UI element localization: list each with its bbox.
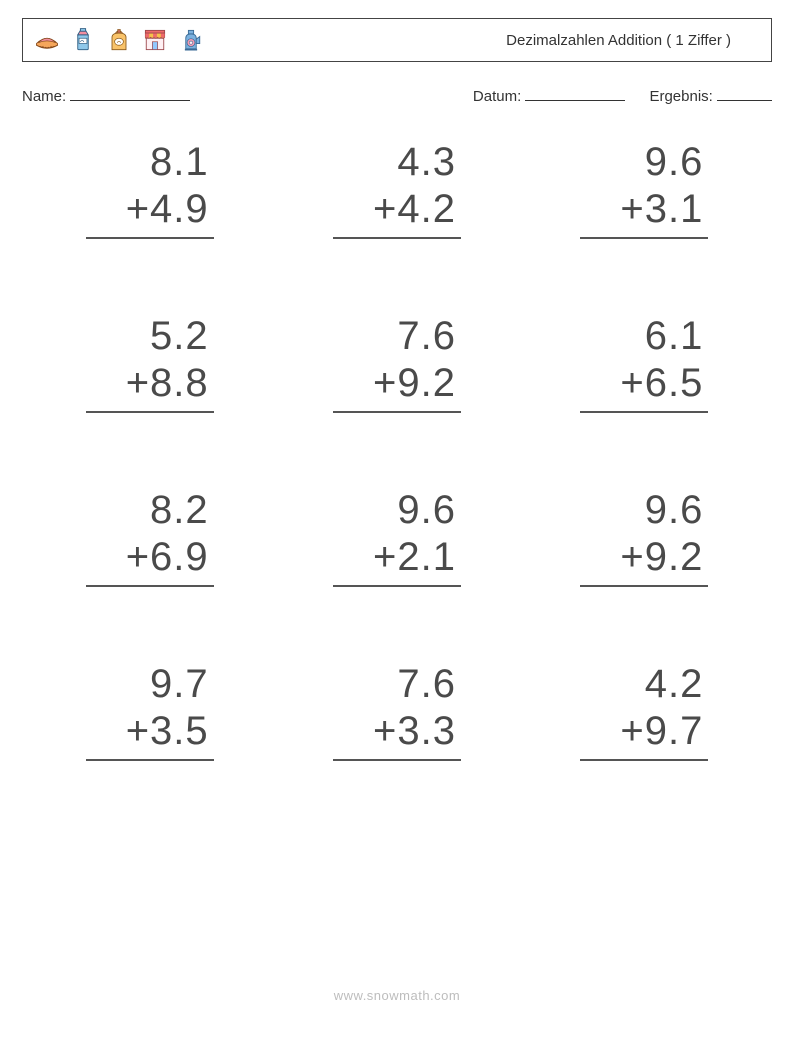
problem-rule [86, 585, 214, 587]
problem: 5.2 +8.8 [46, 313, 253, 481]
problem: 8.2 +6.9 [46, 487, 253, 655]
problem-rule [333, 759, 461, 761]
operand-bottom: +4.9 [91, 186, 209, 233]
operand-top: 7.6 [338, 661, 456, 708]
header-icons [33, 26, 205, 54]
operand-bottom: +6.9 [91, 534, 209, 581]
problem-rule [580, 759, 708, 761]
operand-top: 9.6 [338, 487, 456, 534]
kettle-icon [177, 26, 205, 54]
operand-bottom: +9.7 [585, 708, 703, 755]
operand-bottom: +4.2 [338, 186, 456, 233]
operand-top: 6.1 [585, 313, 703, 360]
problem: 9.6 +3.1 [541, 139, 748, 307]
operand-bottom: +3.5 [91, 708, 209, 755]
ergebnis-label: Ergebnis: [649, 88, 712, 105]
problem-rule [580, 411, 708, 413]
footer-text: www.snowmath.com [0, 988, 794, 1003]
operand-bottom: +8.8 [91, 360, 209, 407]
operand-top: 9.6 [585, 139, 703, 186]
header-box: Dezimalzahlen Addition ( 1 Ziffer ) [22, 18, 772, 62]
datum-field: Datum: [473, 84, 626, 105]
datum-label: Datum: [473, 88, 521, 105]
meta-row: Name: Datum: Ergebnis: [22, 84, 772, 105]
problem-rule [333, 237, 461, 239]
operand-top: 7.6 [338, 313, 456, 360]
problem-rule [580, 585, 708, 587]
operand-top: 8.1 [91, 139, 209, 186]
shop-icon [141, 26, 169, 54]
ergebnis-field: Ergebnis: [649, 84, 772, 105]
problem: 7.6 +9.2 [293, 313, 500, 481]
problem: 9.6 +9.2 [541, 487, 748, 655]
pie-icon [33, 26, 61, 54]
operand-bottom: +2.1 [338, 534, 456, 581]
operand-top: 4.3 [338, 139, 456, 186]
problem: 7.6 +3.3 [293, 661, 500, 829]
operand-bottom: +3.1 [585, 186, 703, 233]
name-blank [70, 84, 190, 101]
operand-top: 9.7 [91, 661, 209, 708]
operand-top: 4.2 [585, 661, 703, 708]
operand-bottom: +9.2 [338, 360, 456, 407]
operand-bottom: +9.2 [585, 534, 703, 581]
ergebnis-blank [717, 84, 772, 101]
worksheet-page: Dezimalzahlen Addition ( 1 Ziffer ) Name… [0, 0, 794, 1053]
problem: 4.2 +9.7 [541, 661, 748, 829]
problem-rule [333, 585, 461, 587]
problem: 6.1 +6.5 [541, 313, 748, 481]
problem: 8.1 +4.9 [46, 139, 253, 307]
problem-rule [333, 411, 461, 413]
problem-rule [86, 759, 214, 761]
problem: 4.3 +4.2 [293, 139, 500, 307]
operand-top: 8.2 [91, 487, 209, 534]
problem: 9.6 +2.1 [293, 487, 500, 655]
problems-grid: 8.1 +4.9 4.3 +4.2 9.6 +3.1 5.2 +8.8 7.6 … [22, 139, 772, 829]
operand-bottom: +3.3 [338, 708, 456, 755]
operand-top: 9.6 [585, 487, 703, 534]
milk-icon [69, 26, 97, 54]
problem: 9.7 +3.5 [46, 661, 253, 829]
worksheet-title: Dezimalzahlen Addition ( 1 Ziffer ) [205, 32, 761, 49]
problem-rule [580, 237, 708, 239]
problem-rule [86, 411, 214, 413]
flour-icon [105, 26, 133, 54]
problem-rule [86, 237, 214, 239]
name-field: Name: [22, 84, 473, 105]
datum-blank [525, 84, 625, 101]
name-label: Name: [22, 88, 66, 105]
operand-top: 5.2 [91, 313, 209, 360]
operand-bottom: +6.5 [585, 360, 703, 407]
